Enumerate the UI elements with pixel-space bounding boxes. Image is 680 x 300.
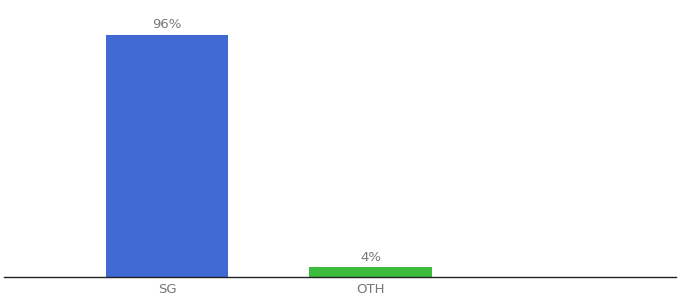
Bar xyxy=(309,267,432,277)
Bar xyxy=(106,34,228,277)
Text: 96%: 96% xyxy=(152,19,182,32)
Text: 4%: 4% xyxy=(360,251,381,264)
